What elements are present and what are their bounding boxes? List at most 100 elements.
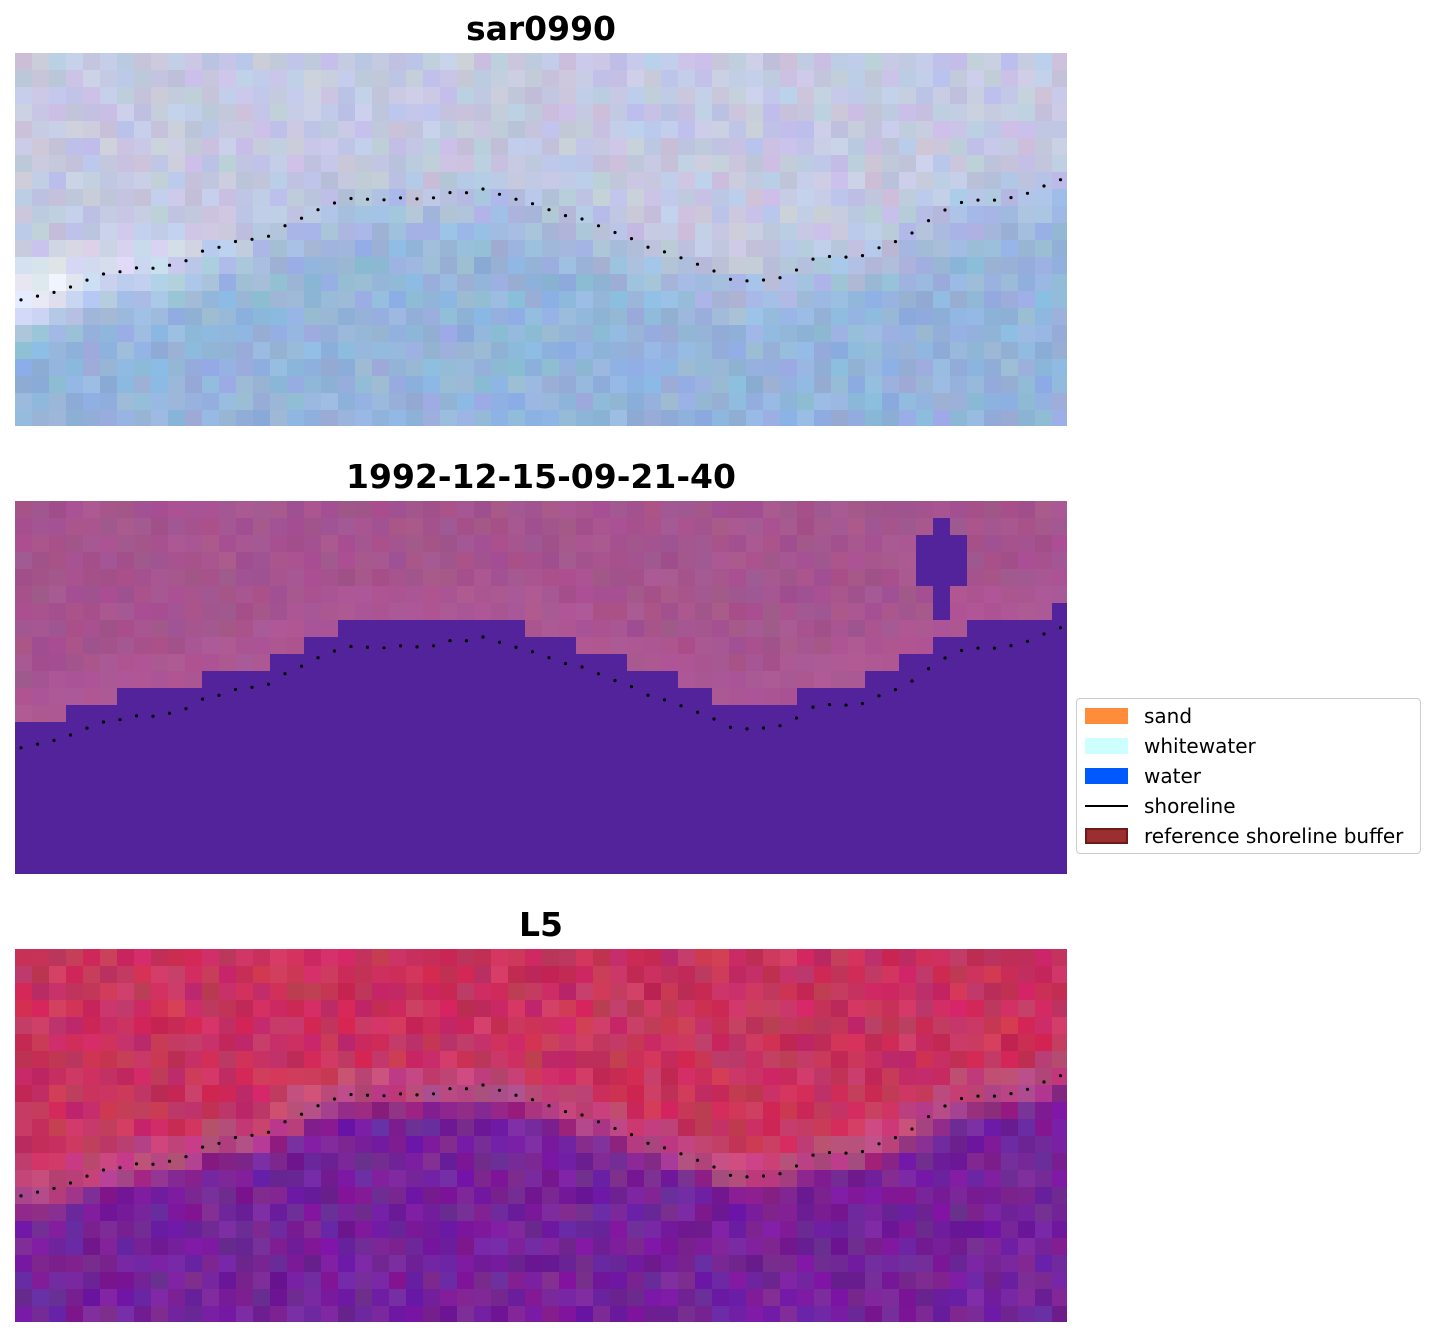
image-pixel	[933, 291, 950, 308]
image-pixel	[321, 291, 338, 308]
land-pixel	[780, 688, 797, 705]
image-pixel	[423, 1034, 440, 1051]
image-pixel	[491, 1306, 508, 1322]
image-pixel	[780, 393, 797, 410]
shoreline-point	[19, 746, 23, 750]
image-pixel	[491, 1255, 508, 1272]
land-pixel	[321, 518, 338, 535]
land-pixel	[899, 569, 916, 586]
image-pixel	[202, 155, 219, 172]
image-pixel	[321, 1170, 338, 1187]
land-pixel	[134, 620, 151, 637]
image-pixel	[15, 393, 32, 410]
water-pixel	[610, 705, 627, 722]
image-pixel	[950, 1272, 967, 1289]
land-pixel	[100, 620, 117, 637]
water-pixel	[287, 705, 304, 722]
image-pixel	[253, 376, 270, 393]
image-pixel	[576, 1187, 593, 1204]
shoreline-point	[860, 1150, 865, 1154]
image-pixel	[644, 949, 661, 966]
water-pixel	[525, 756, 542, 773]
image-pixel	[1035, 410, 1052, 426]
water-pixel	[627, 739, 644, 756]
image-pixel	[593, 308, 610, 325]
image-pixel	[508, 949, 525, 966]
image-pixel	[899, 1170, 916, 1187]
image-pixel	[49, 223, 66, 240]
shoreline-point	[35, 294, 40, 298]
shoreline-point	[910, 1127, 914, 1131]
image-pixel	[831, 104, 848, 121]
image-pixel	[542, 1051, 559, 1068]
land-pixel	[355, 535, 372, 552]
image-pixel	[865, 53, 882, 70]
image-pixel	[440, 223, 457, 240]
shoreline-point	[266, 234, 271, 238]
water-pixel	[440, 739, 457, 756]
image-pixel	[899, 376, 916, 393]
image-pixel	[1052, 206, 1067, 223]
image-pixel	[236, 1068, 253, 1085]
image-pixel	[355, 87, 372, 104]
land-pixel	[780, 603, 797, 620]
land-pixel	[916, 603, 933, 620]
image-pixel	[117, 155, 134, 172]
land-pixel	[593, 569, 610, 586]
image-pixel	[423, 1119, 440, 1136]
image-pixel	[610, 1153, 627, 1170]
image-pixel	[372, 70, 389, 87]
image-pixel	[899, 257, 916, 274]
image-pixel	[542, 155, 559, 172]
image-pixel	[355, 189, 372, 206]
image-pixel	[933, 1102, 950, 1119]
water-pixel	[916, 535, 933, 552]
image-pixel	[372, 257, 389, 274]
image-pixel	[576, 257, 593, 274]
water-pixel	[219, 705, 236, 722]
water-pixel	[406, 739, 423, 756]
image-pixel	[814, 1000, 831, 1017]
image-pixel	[134, 206, 151, 223]
image-pixel	[1018, 206, 1035, 223]
image-pixel	[644, 257, 661, 274]
image-pixel	[933, 949, 950, 966]
water-pixel	[202, 756, 219, 773]
image-pixel	[457, 359, 474, 376]
image-pixel	[134, 1255, 151, 1272]
image-pixel	[678, 359, 695, 376]
image-pixel	[338, 172, 355, 189]
image-pixel	[440, 1153, 457, 1170]
land-pixel	[831, 501, 848, 518]
image-pixel	[763, 1187, 780, 1204]
image-pixel	[593, 1289, 610, 1306]
water-pixel	[355, 671, 372, 688]
image-pixel	[219, 223, 236, 240]
water-pixel	[916, 722, 933, 739]
water-pixel	[729, 756, 746, 773]
image-pixel	[338, 983, 355, 1000]
image-pixel	[678, 342, 695, 359]
image-pixel	[797, 240, 814, 257]
image-pixel	[763, 1119, 780, 1136]
land-pixel	[253, 603, 270, 620]
image-pixel	[865, 1255, 882, 1272]
land-pixel	[185, 671, 202, 688]
image-pixel	[627, 1306, 644, 1322]
image-pixel	[321, 393, 338, 410]
image-pixel	[933, 1204, 950, 1221]
water-pixel	[134, 722, 151, 739]
land-pixel	[746, 518, 763, 535]
water-pixel	[389, 671, 406, 688]
shoreline-point	[580, 665, 584, 669]
image-pixel	[423, 1289, 440, 1306]
image-pixel	[15, 1102, 32, 1119]
image-pixel	[729, 206, 746, 223]
land-pixel	[321, 586, 338, 603]
image-pixel	[559, 1102, 576, 1119]
water-pixel	[916, 552, 933, 569]
image-pixel	[372, 206, 389, 223]
image-pixel	[882, 1289, 899, 1306]
image-pixel	[814, 1051, 831, 1068]
image-pixel	[287, 983, 304, 1000]
